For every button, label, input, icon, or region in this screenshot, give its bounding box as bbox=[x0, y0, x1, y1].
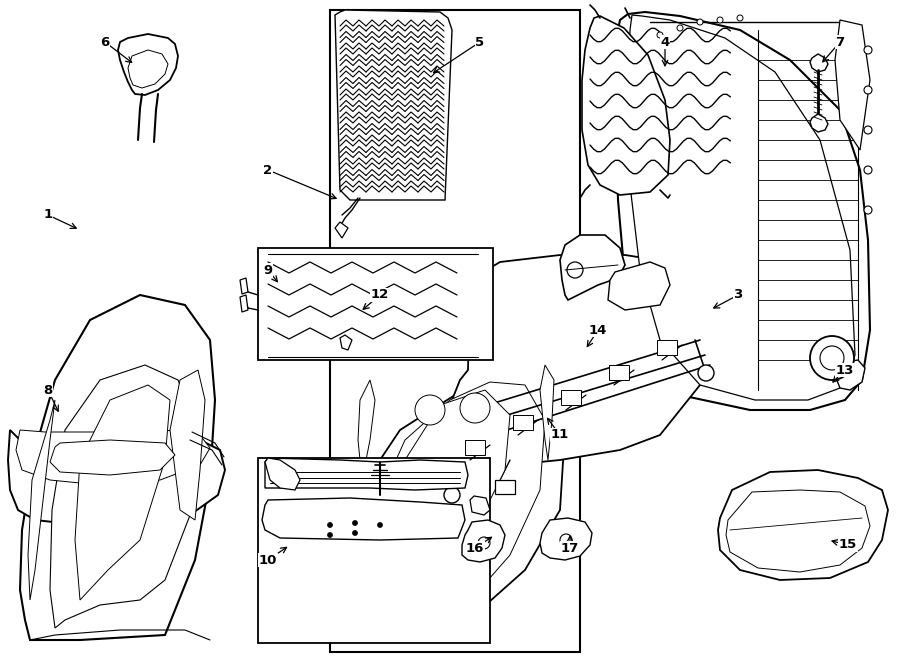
Polygon shape bbox=[170, 370, 205, 520]
Circle shape bbox=[864, 46, 872, 54]
Polygon shape bbox=[118, 34, 178, 95]
Circle shape bbox=[415, 395, 445, 425]
Polygon shape bbox=[240, 295, 248, 312]
Bar bbox=[561, 390, 581, 405]
Circle shape bbox=[717, 17, 723, 23]
Circle shape bbox=[377, 522, 382, 527]
Text: 11: 11 bbox=[551, 428, 569, 442]
Polygon shape bbox=[128, 50, 168, 88]
Bar bbox=[258, 248, 493, 360]
Polygon shape bbox=[615, 12, 870, 410]
Circle shape bbox=[460, 393, 490, 423]
Polygon shape bbox=[265, 458, 300, 490]
Polygon shape bbox=[8, 430, 225, 525]
Polygon shape bbox=[75, 385, 170, 600]
Polygon shape bbox=[28, 400, 55, 600]
Circle shape bbox=[864, 166, 872, 174]
Polygon shape bbox=[628, 15, 855, 400]
Polygon shape bbox=[448, 255, 720, 465]
Polygon shape bbox=[540, 518, 592, 560]
Polygon shape bbox=[582, 16, 670, 195]
Polygon shape bbox=[560, 235, 625, 300]
Bar bbox=[465, 440, 485, 455]
Text: 17: 17 bbox=[561, 541, 579, 555]
Polygon shape bbox=[340, 335, 352, 350]
Polygon shape bbox=[335, 222, 348, 238]
Polygon shape bbox=[395, 390, 510, 600]
Text: 5: 5 bbox=[475, 36, 484, 48]
Circle shape bbox=[677, 25, 683, 31]
Polygon shape bbox=[335, 10, 452, 200]
Bar bbox=[513, 415, 533, 430]
Polygon shape bbox=[240, 278, 248, 294]
Polygon shape bbox=[20, 295, 215, 640]
Polygon shape bbox=[50, 365, 198, 628]
Text: 4: 4 bbox=[661, 36, 670, 48]
Text: 3: 3 bbox=[734, 288, 742, 301]
Polygon shape bbox=[428, 630, 455, 640]
Circle shape bbox=[328, 533, 332, 537]
Polygon shape bbox=[810, 54, 828, 72]
Circle shape bbox=[697, 19, 703, 25]
Polygon shape bbox=[726, 490, 870, 572]
Circle shape bbox=[864, 86, 872, 94]
Bar bbox=[495, 480, 515, 494]
Text: 2: 2 bbox=[264, 163, 273, 176]
Circle shape bbox=[810, 336, 854, 380]
Circle shape bbox=[698, 365, 714, 381]
Bar bbox=[258, 458, 490, 643]
Polygon shape bbox=[540, 365, 554, 460]
Bar bbox=[330, 10, 580, 652]
Bar bbox=[657, 340, 677, 355]
Circle shape bbox=[478, 537, 490, 549]
Text: 1: 1 bbox=[43, 208, 52, 221]
Polygon shape bbox=[462, 520, 505, 562]
Circle shape bbox=[567, 262, 583, 278]
Polygon shape bbox=[470, 496, 490, 515]
Circle shape bbox=[864, 206, 872, 214]
Polygon shape bbox=[835, 20, 870, 150]
Polygon shape bbox=[352, 370, 565, 640]
Polygon shape bbox=[810, 114, 828, 132]
Polygon shape bbox=[836, 360, 865, 390]
Polygon shape bbox=[358, 380, 375, 480]
Text: 15: 15 bbox=[839, 539, 857, 551]
Polygon shape bbox=[16, 430, 210, 485]
Text: 7: 7 bbox=[835, 36, 844, 48]
Text: 8: 8 bbox=[43, 383, 52, 397]
Circle shape bbox=[820, 346, 844, 370]
Circle shape bbox=[353, 531, 357, 535]
Polygon shape bbox=[265, 458, 468, 490]
Text: 13: 13 bbox=[836, 364, 854, 377]
Text: 12: 12 bbox=[371, 288, 389, 301]
Circle shape bbox=[444, 487, 460, 503]
Circle shape bbox=[657, 32, 663, 38]
Circle shape bbox=[560, 534, 572, 546]
Circle shape bbox=[737, 15, 743, 21]
Polygon shape bbox=[262, 498, 465, 540]
Polygon shape bbox=[370, 382, 545, 628]
Text: 6: 6 bbox=[101, 36, 110, 48]
Text: 16: 16 bbox=[466, 541, 484, 555]
Text: 10: 10 bbox=[259, 553, 277, 566]
Bar bbox=[609, 365, 629, 380]
Circle shape bbox=[328, 522, 332, 527]
Polygon shape bbox=[608, 262, 670, 310]
Text: 9: 9 bbox=[264, 264, 273, 276]
Text: 14: 14 bbox=[589, 323, 608, 336]
Circle shape bbox=[864, 126, 872, 134]
Polygon shape bbox=[718, 470, 888, 580]
Circle shape bbox=[353, 520, 357, 525]
Polygon shape bbox=[50, 440, 175, 475]
